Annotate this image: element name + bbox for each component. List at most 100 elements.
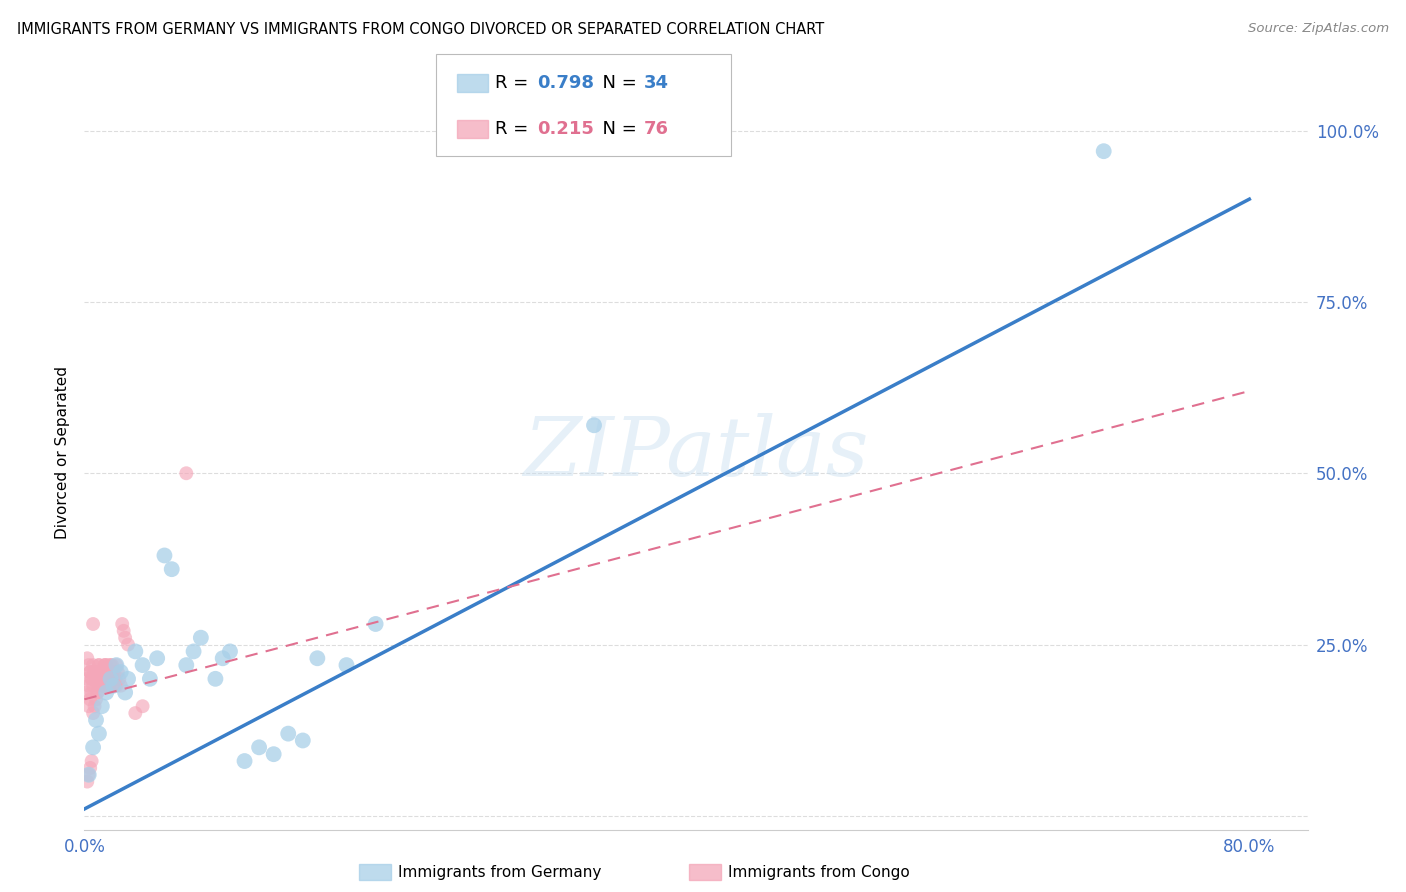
- Point: [79, 761, 101, 775]
- Point: [84, 692, 107, 706]
- Point: [110, 679, 132, 693]
- Point: [83, 665, 105, 679]
- Point: [80, 685, 103, 699]
- Point: [90, 672, 112, 686]
- Point: [82, 706, 104, 720]
- Point: [101, 672, 124, 686]
- Text: ZIPatlas: ZIPatlas: [523, 413, 869, 492]
- Point: [107, 665, 129, 679]
- Point: [82, 658, 104, 673]
- Point: [100, 672, 122, 686]
- Text: IMMIGRANTS FROM GERMANY VS IMMIGRANTS FROM CONGO DIVORCED OR SEPARATED CORRELATI: IMMIGRANTS FROM GERMANY VS IMMIGRANTS FR…: [17, 22, 824, 37]
- Point: [117, 672, 139, 686]
- Point: [114, 631, 136, 645]
- Point: [117, 638, 139, 652]
- Point: [98, 679, 121, 693]
- Point: [335, 658, 357, 673]
- Point: [103, 672, 125, 686]
- Point: [76, 651, 98, 665]
- Point: [77, 699, 100, 714]
- Point: [79, 665, 101, 679]
- Point: [211, 651, 233, 665]
- Point: [98, 672, 121, 686]
- Point: [80, 754, 103, 768]
- Point: [87, 658, 110, 673]
- Point: [91, 679, 114, 693]
- Text: Source: ZipAtlas.com: Source: ZipAtlas.com: [1249, 22, 1389, 36]
- Point: [96, 672, 118, 686]
- Point: [160, 562, 183, 576]
- Point: [153, 549, 176, 563]
- Point: [247, 740, 270, 755]
- Point: [96, 665, 118, 679]
- Point: [87, 658, 110, 673]
- Point: [76, 672, 98, 686]
- Point: [100, 672, 122, 686]
- Point: [97, 672, 120, 686]
- Point: [291, 733, 314, 747]
- Point: [103, 679, 125, 693]
- Point: [104, 679, 127, 693]
- Point: [183, 644, 205, 658]
- Point: [82, 617, 104, 632]
- Point: [80, 672, 103, 686]
- Point: [93, 679, 115, 693]
- Point: [97, 665, 120, 679]
- Point: [91, 679, 114, 693]
- Text: 34: 34: [644, 74, 669, 92]
- Point: [87, 679, 110, 693]
- Point: [79, 692, 101, 706]
- Point: [93, 658, 115, 673]
- Point: [87, 726, 110, 740]
- Point: [263, 747, 285, 761]
- Point: [124, 706, 146, 720]
- Point: [75, 685, 97, 699]
- Point: [101, 665, 124, 679]
- Point: [89, 665, 111, 679]
- Text: Immigrants from Congo: Immigrants from Congo: [728, 865, 910, 880]
- Point: [89, 672, 111, 686]
- Point: [96, 685, 118, 699]
- Text: R =: R =: [495, 120, 534, 138]
- Point: [233, 754, 256, 768]
- Point: [190, 631, 212, 645]
- Point: [84, 672, 107, 686]
- Text: R =: R =: [495, 74, 534, 92]
- Point: [1092, 144, 1115, 159]
- Point: [583, 418, 606, 433]
- Point: [83, 699, 105, 714]
- Text: Immigrants from Germany: Immigrants from Germany: [398, 865, 602, 880]
- Point: [84, 672, 107, 686]
- Point: [90, 665, 112, 679]
- Point: [96, 658, 118, 673]
- Point: [86, 685, 108, 699]
- Point: [76, 774, 98, 789]
- Point: [77, 768, 100, 782]
- Point: [82, 740, 104, 755]
- Point: [139, 672, 162, 686]
- Text: 0.215: 0.215: [537, 120, 593, 138]
- Point: [131, 699, 153, 714]
- Point: [90, 699, 112, 714]
- Point: [105, 658, 128, 673]
- Point: [83, 665, 105, 679]
- Point: [103, 665, 125, 679]
- Point: [204, 672, 226, 686]
- Text: 0.798: 0.798: [537, 74, 595, 92]
- Point: [131, 658, 153, 673]
- Point: [104, 672, 127, 686]
- Point: [307, 651, 329, 665]
- Point: [146, 651, 169, 665]
- Point: [101, 658, 124, 673]
- Point: [93, 658, 115, 673]
- Point: [103, 679, 125, 693]
- Point: [100, 658, 122, 673]
- Point: [90, 672, 112, 686]
- Point: [277, 726, 299, 740]
- Point: [124, 644, 146, 658]
- Point: [80, 672, 103, 686]
- Point: [114, 685, 136, 699]
- Point: [105, 679, 128, 693]
- Point: [174, 658, 197, 673]
- Point: [84, 713, 107, 727]
